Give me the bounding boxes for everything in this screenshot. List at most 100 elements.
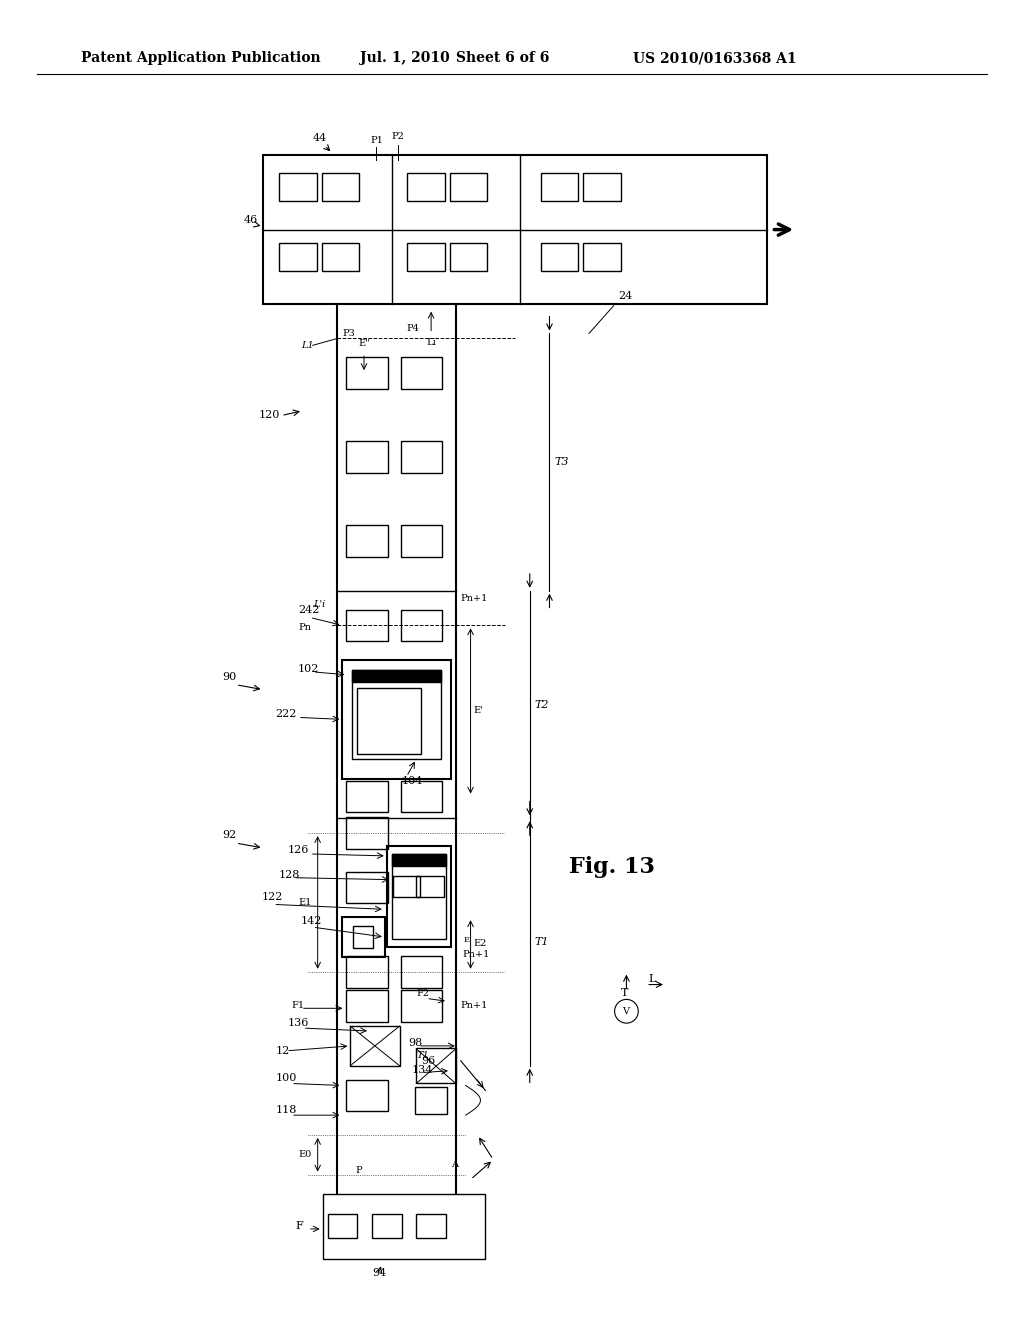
Text: Sheet 6 of 6: Sheet 6 of 6: [456, 51, 549, 66]
Text: 92: 92: [222, 830, 237, 840]
Bar: [400, 780, 442, 812]
Text: Jul. 1, 2010: Jul. 1, 2010: [360, 51, 450, 66]
Text: 104: 104: [401, 776, 423, 785]
Text: 44: 44: [312, 132, 327, 143]
Text: L'i: L'i: [312, 599, 325, 609]
Bar: [541, 173, 579, 201]
Bar: [346, 817, 388, 849]
Bar: [346, 525, 388, 557]
Text: 96: 96: [421, 1056, 435, 1065]
Text: Pn: Pn: [298, 623, 311, 632]
Text: E2: E2: [473, 940, 486, 949]
Bar: [352, 669, 441, 759]
Bar: [408, 243, 444, 271]
Bar: [342, 660, 451, 779]
Text: T3: T3: [554, 457, 569, 467]
Bar: [400, 525, 442, 557]
Bar: [353, 927, 373, 948]
Text: 94: 94: [372, 1269, 386, 1279]
Text: E': E': [473, 706, 483, 715]
Text: T: T: [621, 989, 628, 998]
Bar: [416, 1086, 446, 1114]
Bar: [583, 243, 621, 271]
Text: 46: 46: [244, 215, 258, 224]
Bar: [391, 854, 445, 939]
Bar: [346, 956, 388, 987]
Bar: [280, 173, 316, 201]
Bar: [541, 243, 579, 271]
Bar: [328, 1214, 357, 1238]
Text: 24: 24: [618, 290, 633, 301]
Text: E: E: [464, 936, 470, 944]
Text: 134: 134: [412, 1065, 433, 1074]
Text: 126: 126: [288, 845, 309, 855]
Text: 120: 120: [258, 409, 280, 420]
Text: 12: 12: [275, 1045, 290, 1056]
Bar: [400, 358, 442, 389]
Text: E0: E0: [298, 1150, 311, 1159]
Bar: [322, 243, 359, 271]
Text: 122: 122: [261, 892, 283, 903]
Text: L: L: [648, 974, 655, 983]
Text: 242: 242: [298, 605, 319, 615]
Bar: [346, 610, 388, 642]
Text: Patent Application Publication: Patent Application Publication: [81, 51, 321, 66]
Text: P4: P4: [407, 325, 419, 334]
Bar: [280, 243, 316, 271]
Bar: [400, 610, 442, 642]
Bar: [322, 173, 359, 201]
Bar: [350, 1026, 399, 1065]
Text: T1: T1: [535, 937, 549, 946]
Bar: [342, 917, 385, 957]
Text: P2: P2: [391, 132, 404, 140]
Text: T2: T2: [535, 700, 549, 710]
Text: F: F: [295, 1221, 303, 1232]
Text: 100: 100: [275, 1073, 297, 1082]
Bar: [417, 1214, 445, 1238]
Text: E": E": [358, 339, 370, 348]
Bar: [346, 780, 388, 812]
Bar: [372, 1214, 401, 1238]
Bar: [346, 990, 388, 1022]
Bar: [346, 441, 388, 473]
Text: 142: 142: [301, 916, 323, 927]
Bar: [357, 688, 421, 754]
Text: P3: P3: [342, 330, 355, 338]
Text: V: V: [623, 1007, 630, 1016]
Text: E1: E1: [298, 898, 311, 907]
Bar: [400, 441, 442, 473]
Text: 98: 98: [409, 1038, 423, 1048]
Text: Pn+1: Pn+1: [463, 950, 490, 958]
Text: F2: F2: [417, 990, 429, 998]
Bar: [392, 875, 420, 898]
Bar: [450, 243, 487, 271]
Text: L1: L1: [301, 342, 313, 350]
Text: P1: P1: [370, 136, 383, 145]
Text: Pn+1: Pn+1: [461, 594, 488, 603]
Bar: [583, 173, 621, 201]
Bar: [346, 1080, 388, 1111]
Text: 118: 118: [275, 1105, 297, 1115]
Bar: [450, 173, 487, 201]
Bar: [417, 875, 444, 898]
Text: Pn+1: Pn+1: [461, 1002, 488, 1010]
Bar: [323, 1195, 485, 1259]
Bar: [408, 173, 444, 201]
Text: P: P: [355, 1166, 361, 1175]
Bar: [400, 956, 442, 987]
Text: 128: 128: [279, 870, 300, 879]
Bar: [417, 1048, 456, 1082]
Bar: [400, 990, 442, 1022]
Text: Li: Li: [426, 338, 436, 347]
Text: F1: F1: [291, 1002, 304, 1010]
Text: T1: T1: [417, 1051, 429, 1060]
Text: Fig. 13: Fig. 13: [569, 855, 655, 878]
Text: 102: 102: [298, 664, 319, 675]
Text: 222: 222: [275, 709, 297, 719]
Text: A: A: [451, 1159, 458, 1168]
Text: US 2010/0163368 A1: US 2010/0163368 A1: [633, 51, 797, 66]
Text: 136: 136: [288, 1018, 309, 1028]
Bar: [346, 358, 388, 389]
Polygon shape: [391, 854, 445, 866]
Bar: [387, 846, 451, 946]
